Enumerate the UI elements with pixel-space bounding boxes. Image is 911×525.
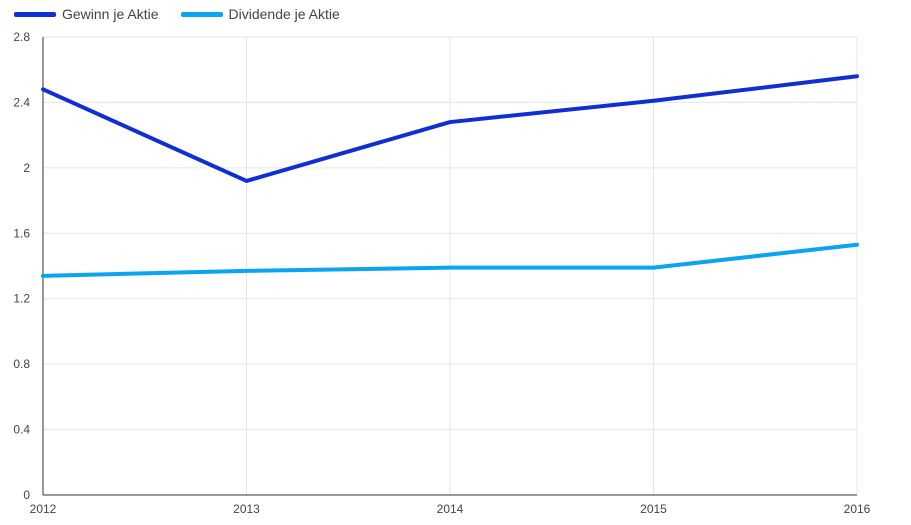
y-tick-label: 1.2 [13,292,30,306]
legend-label-dividende: Dividende je Aktie [228,6,340,22]
y-tick-label: 0 [23,488,30,502]
y-tick-label: 2.4 [13,95,30,109]
x-tick-label: 2013 [233,502,260,516]
series-line-0 [41,74,859,183]
y-tick-label: 2.8 [13,30,30,44]
legend-swatch-dividende [180,11,223,17]
x-tick-label: 2016 [844,502,871,516]
y-tick-label: 2 [23,161,30,175]
y-tick-label: 0.8 [13,357,30,371]
series-line-1 [41,242,859,278]
legend-item-gewinn[interactable]: Gewinn je Aktie [14,6,159,22]
x-tick-label: 2015 [640,502,667,516]
legend-label-gewinn: Gewinn je Aktie [62,6,159,22]
legend: Gewinn je Aktie Dividende je Aktie [14,6,340,22]
y-tick-label: 0.4 [13,423,30,437]
x-tick-label: 2014 [437,502,464,516]
y-tick-label: 1.6 [13,226,30,240]
legend-swatch-gewinn [14,11,56,17]
x-tick-label: 2012 [30,502,57,516]
legend-item-dividende[interactable]: Dividende je Aktie [180,6,340,22]
